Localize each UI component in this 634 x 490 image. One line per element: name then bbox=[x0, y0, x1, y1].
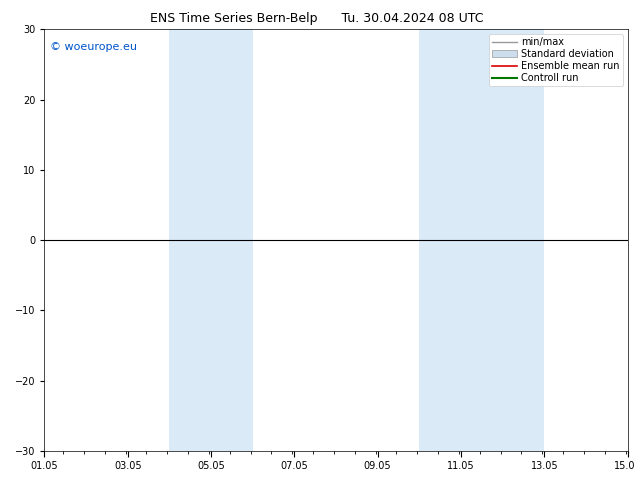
Text: ENS Time Series Bern-Belp      Tu. 30.04.2024 08 UTC: ENS Time Series Bern-Belp Tu. 30.04.2024… bbox=[150, 12, 484, 25]
Text: © woeurope.eu: © woeurope.eu bbox=[50, 42, 137, 52]
Bar bbox=[169, 29, 253, 451]
Legend: min/max, Standard deviation, Ensemble mean run, Controll run: min/max, Standard deviation, Ensemble me… bbox=[489, 34, 623, 86]
Bar bbox=[419, 29, 545, 451]
